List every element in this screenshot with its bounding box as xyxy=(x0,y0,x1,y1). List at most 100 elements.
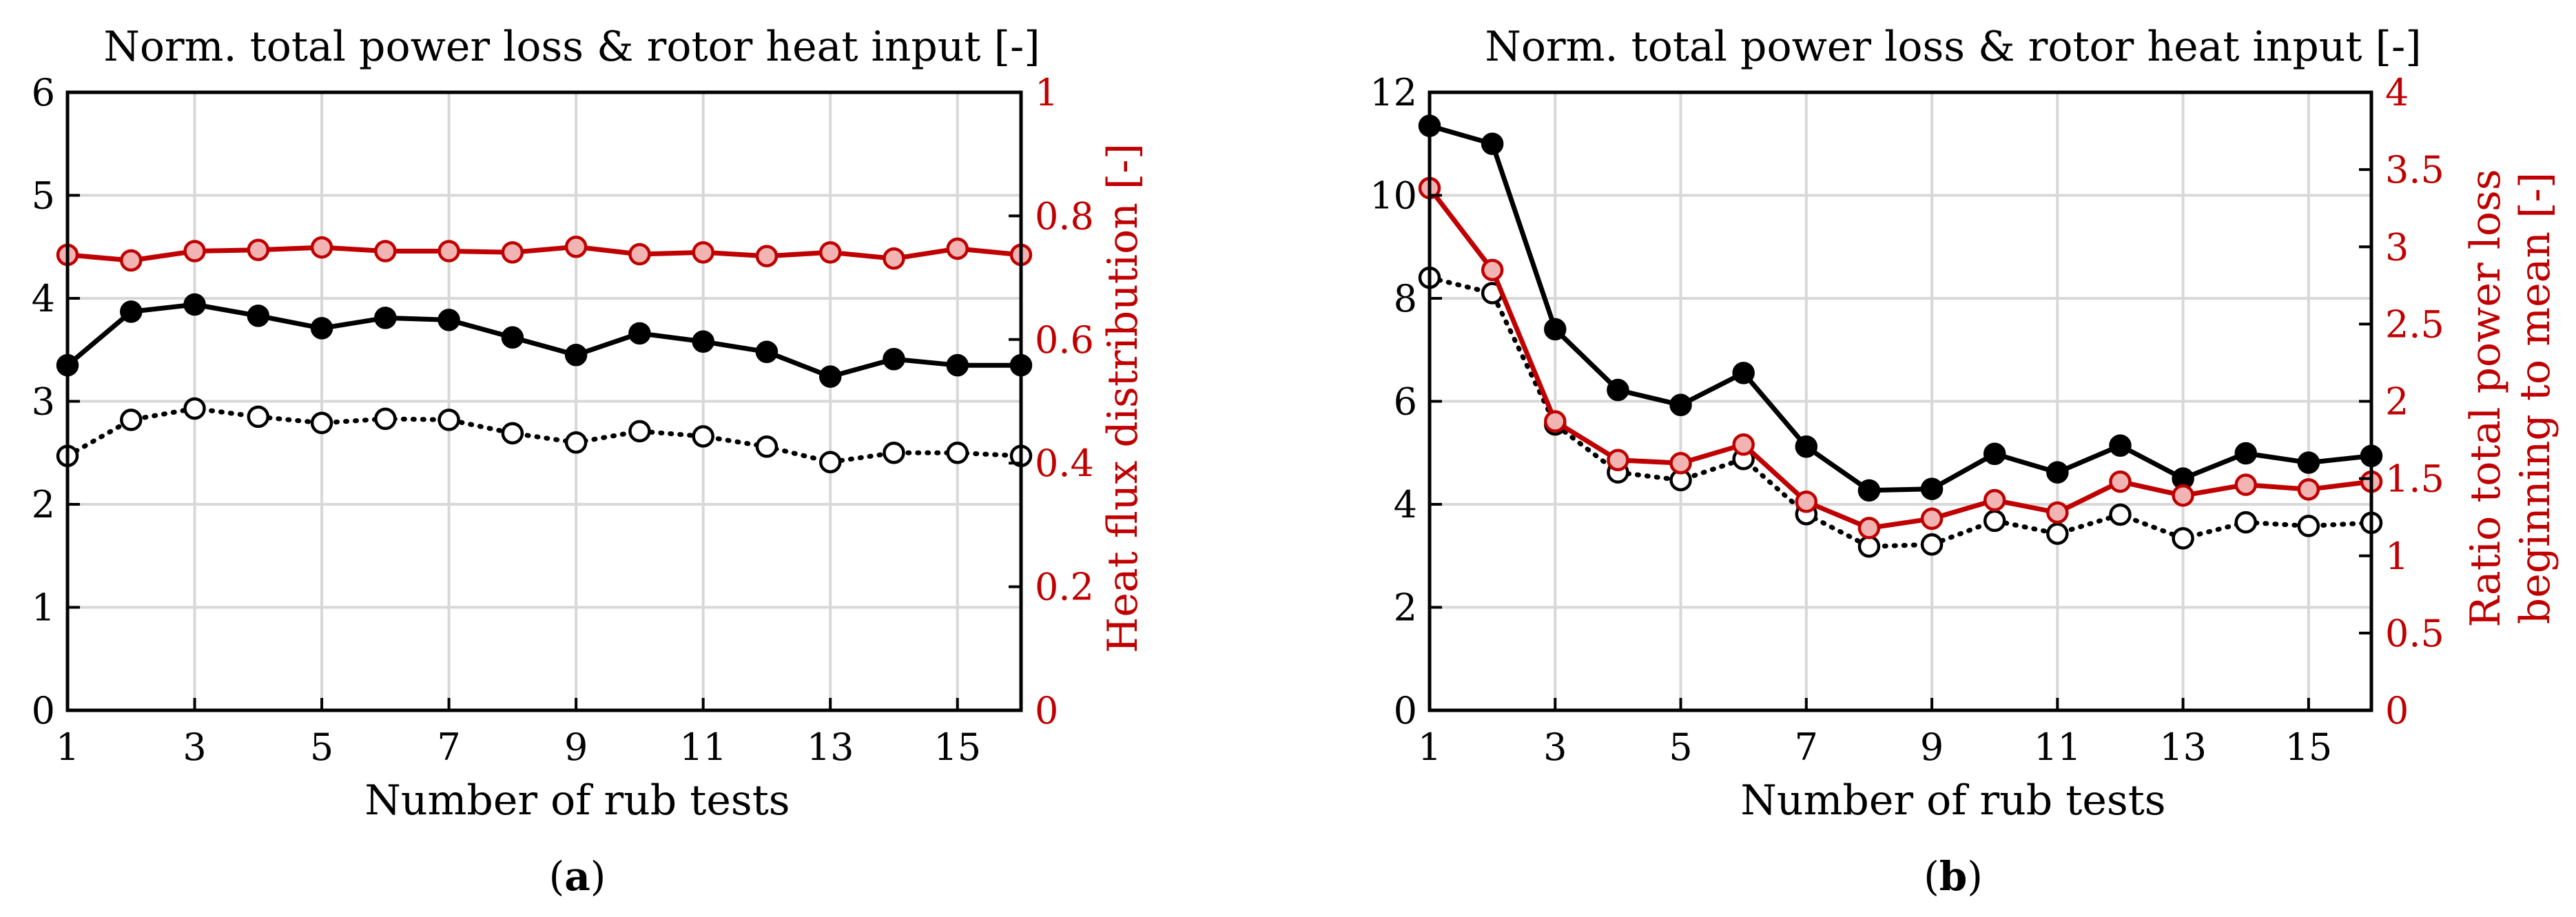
chart-a-series-2-line xyxy=(65,244,1024,263)
chart-a-x-tick-label-4: 9 xyxy=(564,725,588,769)
chart-b-right-axis-label-line1: Ratio total power loss xyxy=(2462,169,2510,627)
chart-b-y-right-tick-label-0: 0 xyxy=(2385,689,2409,732)
chart-a-series-2-point-8 xyxy=(564,236,588,258)
chart-a-x-tick-label-3: 7 xyxy=(437,725,460,769)
chart-b-series-0-point-4 xyxy=(1669,393,1692,416)
chart-a-y-left-tick-label-4: 4 xyxy=(32,277,55,320)
chart-b-y-right-tick-label-7: 3.5 xyxy=(2385,148,2444,192)
chart-a-series-1-point-13 xyxy=(883,442,905,464)
chart-a-series-0-point-4 xyxy=(310,317,333,340)
chart-b-series-0-point-13 xyxy=(2234,442,2257,465)
chart-b-grid xyxy=(1428,91,2371,712)
chart-b-series-2-point-14 xyxy=(2297,478,2320,501)
chart-b-x-tick-label-2: 5 xyxy=(1669,725,1692,769)
chart-b-series-1-point-7 xyxy=(1857,535,1881,558)
chart-a-series-0-line xyxy=(65,302,1024,380)
chart-a-series-0-point-1 xyxy=(120,300,143,323)
chart-a-series-1-point-3 xyxy=(247,405,270,429)
panel-a-close-paren: ) xyxy=(590,853,606,900)
chart-b-series-2-point-6 xyxy=(1795,491,1818,513)
chart-b-y-right-tick-label-6: 3 xyxy=(2385,225,2409,269)
chart-a-series-2-point-7 xyxy=(501,241,524,264)
chart-b-series-0-point-5 xyxy=(1732,362,1755,384)
chart-a-series-1-line xyxy=(65,406,1024,465)
chart-a-x-tick-label-1: 3 xyxy=(183,725,206,769)
chart-b-series-0-point-14 xyxy=(2297,451,2320,474)
chart-a-series-1-point-14 xyxy=(946,442,969,464)
chart-a-series-0-point-11 xyxy=(755,340,779,363)
chart-b-y-right-tick-label-8: 4 xyxy=(2385,71,2409,114)
chart-a-x-tick-label-6: 13 xyxy=(807,725,854,769)
chart-b-y-right-tick-label-4: 2 xyxy=(2385,380,2409,424)
chart-b-y-left-tick-label-0: 0 xyxy=(1394,689,1417,732)
chart-b-series-2-point-8 xyxy=(1920,507,1944,530)
panel-b-close-paren: ) xyxy=(1967,853,1983,900)
chart-b-panel-label: (b) xyxy=(1924,853,1983,900)
chart-b-series-0-point-7 xyxy=(1857,479,1881,502)
chart-a-y-left-tick-label-0: 0 xyxy=(32,689,55,732)
chart-a-series-0-point-12 xyxy=(818,365,842,388)
chart-a-panel-label: (a) xyxy=(549,853,606,900)
chart-a-series-2-point-12 xyxy=(818,241,842,264)
chart-b-y-left-tick-label-6: 12 xyxy=(1370,71,1417,114)
chart-b-series-0-point-2 xyxy=(1544,318,1567,341)
chart-panel-a: Norm. total power loss & rotor heat inpu… xyxy=(32,23,1147,900)
chart-b-x-axis-label: Number of rub tests xyxy=(1740,776,2165,825)
chart-a-series-2-point-2 xyxy=(183,240,206,262)
chart-b-right-axis-label-line2: beginning to mean [-] xyxy=(2511,172,2559,624)
chart-b-title: Norm. total power loss & rotor heat inpu… xyxy=(1485,23,2421,71)
chart-a-series-1-point-1 xyxy=(120,409,143,431)
chart-a-y-right-tick-label-0: 0 xyxy=(1035,689,1058,732)
chart-a-y-right-tick-label-2: 0.4 xyxy=(1035,442,1094,485)
chart-b-series-0-point-3 xyxy=(1607,378,1629,402)
chart-a-series-1-point-10 xyxy=(692,425,714,448)
chart-b-series-1-point-12 xyxy=(2172,527,2194,550)
chart-b-series-2-point-9 xyxy=(1983,488,2006,512)
chart-a-series-0-point-8 xyxy=(564,343,588,367)
chart-a-y-left-tick-label-2: 2 xyxy=(32,483,55,526)
chart-a-series-0-point-10 xyxy=(692,330,714,353)
chart-a-x-axis-label: Number of rub tests xyxy=(364,776,790,825)
chart-b-series-2-point-5 xyxy=(1732,433,1755,456)
chart-a-series-1-point-7 xyxy=(501,422,524,445)
chart-a-grid xyxy=(66,91,1021,712)
chart-a-series-2-point-13 xyxy=(883,247,905,270)
chart-a-series-0-point-2 xyxy=(183,293,206,316)
chart-a-series-2-point-5 xyxy=(374,240,397,262)
chart-b-y-left-tick-label-2: 4 xyxy=(1394,483,1417,526)
chart-b-series-0-point-8 xyxy=(1920,477,1944,500)
chart-a-series-2-point-3 xyxy=(247,238,270,261)
chart-a-series-1-point-4 xyxy=(310,411,333,435)
chart-b-y-right-tick-label-5: 2.5 xyxy=(2385,302,2444,346)
panel-b-open-paren: ( xyxy=(1924,853,1939,900)
chart-a-y-left-tick-label-1: 1 xyxy=(32,586,55,630)
chart-b-series-1-point-11 xyxy=(2109,503,2132,526)
chart-b-series-0-point-6 xyxy=(1795,435,1818,458)
chart-b-series-0-point-9 xyxy=(1983,442,2006,465)
chart-a-x-tick-label-5: 11 xyxy=(679,725,727,769)
chart-b-series-0-point-1 xyxy=(1481,132,1504,155)
chart-b-series-0-point-11 xyxy=(2109,434,2132,457)
chart-a-series-0-point-5 xyxy=(374,307,397,329)
chart-b-x-tick-label-6: 13 xyxy=(2159,725,2207,769)
chart-a-y-right-tick-label-3: 0.6 xyxy=(1035,318,1094,362)
chart-b-series-1-line xyxy=(1427,275,2374,549)
chart-b-series-2-point-1 xyxy=(1481,258,1504,282)
chart-a-series-2-point-6 xyxy=(437,240,460,262)
chart-a-series-1-point-6 xyxy=(437,409,460,431)
chart-b-series-1-point-9 xyxy=(1983,509,2006,533)
chart-a-x-tick-label-0: 1 xyxy=(56,725,79,769)
chart-b-series-1-point-14 xyxy=(2297,515,2320,537)
chart-b-x-tick-label-7: 15 xyxy=(2285,725,2333,769)
chart-b-series-1-point-13 xyxy=(2234,511,2257,534)
chart-a-series-2-point-11 xyxy=(755,245,779,267)
chart-a-series-0-point-9 xyxy=(628,322,651,345)
chart-a-series-2-point-10 xyxy=(692,241,714,264)
chart-b-series-2-point-10 xyxy=(2046,501,2069,524)
chart-a-x-tick-label-2: 5 xyxy=(310,725,333,769)
chart-b-series-2-point-11 xyxy=(2109,470,2132,493)
chart-a-title: Norm. total power loss & rotor heat inpu… xyxy=(103,23,1040,71)
